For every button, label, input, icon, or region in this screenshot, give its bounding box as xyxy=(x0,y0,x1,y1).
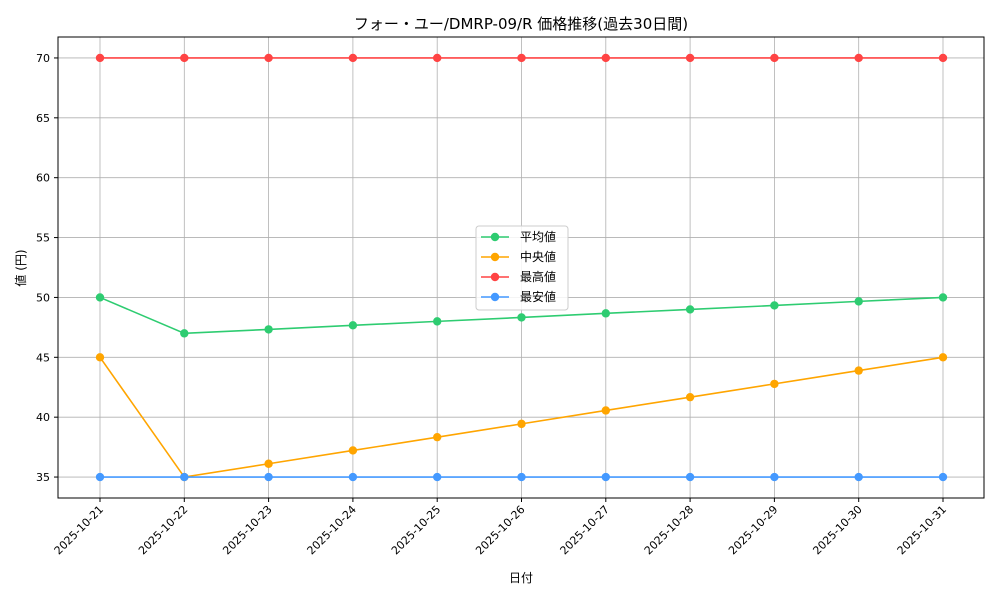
x-tick-label: 2025-10-29 xyxy=(726,503,780,557)
legend-label: 最高値 xyxy=(520,269,556,284)
data-point xyxy=(938,53,948,63)
data-point xyxy=(517,472,526,482)
data-point xyxy=(95,353,105,362)
data-point xyxy=(348,53,358,63)
data-point xyxy=(685,305,695,314)
series-group xyxy=(95,53,948,482)
data-point xyxy=(264,325,273,334)
data-point xyxy=(264,472,273,482)
data-point xyxy=(348,446,358,455)
data-point xyxy=(180,329,189,338)
data-point xyxy=(685,53,695,63)
y-ticks: 35 40 45 50 55 60 65 70 xyxy=(36,52,58,484)
data-point xyxy=(601,309,610,318)
x-axis-label: 日付 xyxy=(509,571,533,585)
x-tick-label: 2025-10-23 xyxy=(220,503,274,557)
data-point xyxy=(180,472,189,482)
data-point xyxy=(348,472,358,482)
y-tick-label: 60 xyxy=(36,172,50,185)
x-tick-label: 2025-10-31 xyxy=(895,503,949,557)
y-axis-label: 値 (円) xyxy=(13,249,28,286)
data-point xyxy=(95,472,105,482)
data-point xyxy=(264,53,273,63)
data-point xyxy=(180,53,189,63)
data-point xyxy=(854,53,863,63)
y-tick-label: 50 xyxy=(36,291,50,304)
data-point xyxy=(95,53,105,63)
legend-marker xyxy=(490,292,500,302)
legend-marker xyxy=(490,232,500,242)
data-point xyxy=(601,472,610,482)
legend-marker xyxy=(490,272,500,282)
data-point xyxy=(433,472,442,482)
x-tick-label: 2025-10-26 xyxy=(473,503,527,557)
x-tick-label: 2025-10-22 xyxy=(136,503,190,557)
y-tick-label: 40 xyxy=(36,411,50,424)
data-point xyxy=(770,53,779,63)
data-point xyxy=(517,313,526,322)
x-tick-label: 2025-10-21 xyxy=(52,503,106,557)
y-tick-label: 70 xyxy=(36,52,50,65)
data-point xyxy=(433,317,442,326)
x-tick-label: 2025-10-28 xyxy=(642,503,696,557)
data-point xyxy=(348,321,358,330)
data-point xyxy=(517,419,526,429)
data-point xyxy=(685,472,695,482)
data-point xyxy=(938,353,948,362)
data-point xyxy=(517,53,526,63)
y-tick-label: 45 xyxy=(36,351,50,364)
x-tick-label: 2025-10-25 xyxy=(389,503,443,557)
data-point xyxy=(854,472,863,482)
data-point xyxy=(685,392,695,402)
legend-label: 平均値 xyxy=(520,229,556,244)
data-point xyxy=(938,472,948,482)
data-point xyxy=(433,53,442,63)
y-tick-label: 35 xyxy=(36,471,50,484)
legend-marker xyxy=(490,252,500,262)
legend-label: 中央値 xyxy=(520,249,556,264)
data-point xyxy=(601,406,610,415)
chart-title: フォー・ユー/DMRP-09/R 価格推移(過去30日間) xyxy=(354,15,688,33)
x-tick-label: 2025-10-30 xyxy=(810,503,864,557)
data-point xyxy=(433,432,442,442)
x-ticks: 2025-10-21 2025-10-22 2025-10-23 2025-10-24… xyxy=(52,498,949,557)
x-tick-label: 2025-10-27 xyxy=(558,503,612,557)
data-point xyxy=(95,293,105,302)
data-point xyxy=(854,297,863,306)
data-point xyxy=(770,301,779,310)
data-point xyxy=(770,379,779,389)
legend-label: 最安値 xyxy=(520,289,556,304)
legend-box xyxy=(475,225,569,311)
x-tick-label: 2025-10-24 xyxy=(305,503,359,557)
y-tick-label: 65 xyxy=(36,112,50,125)
data-point xyxy=(770,472,779,482)
data-point xyxy=(938,293,948,302)
data-point xyxy=(854,366,863,375)
data-point xyxy=(601,53,610,63)
y-tick-label: 55 xyxy=(36,232,50,245)
data-point xyxy=(264,459,273,468)
